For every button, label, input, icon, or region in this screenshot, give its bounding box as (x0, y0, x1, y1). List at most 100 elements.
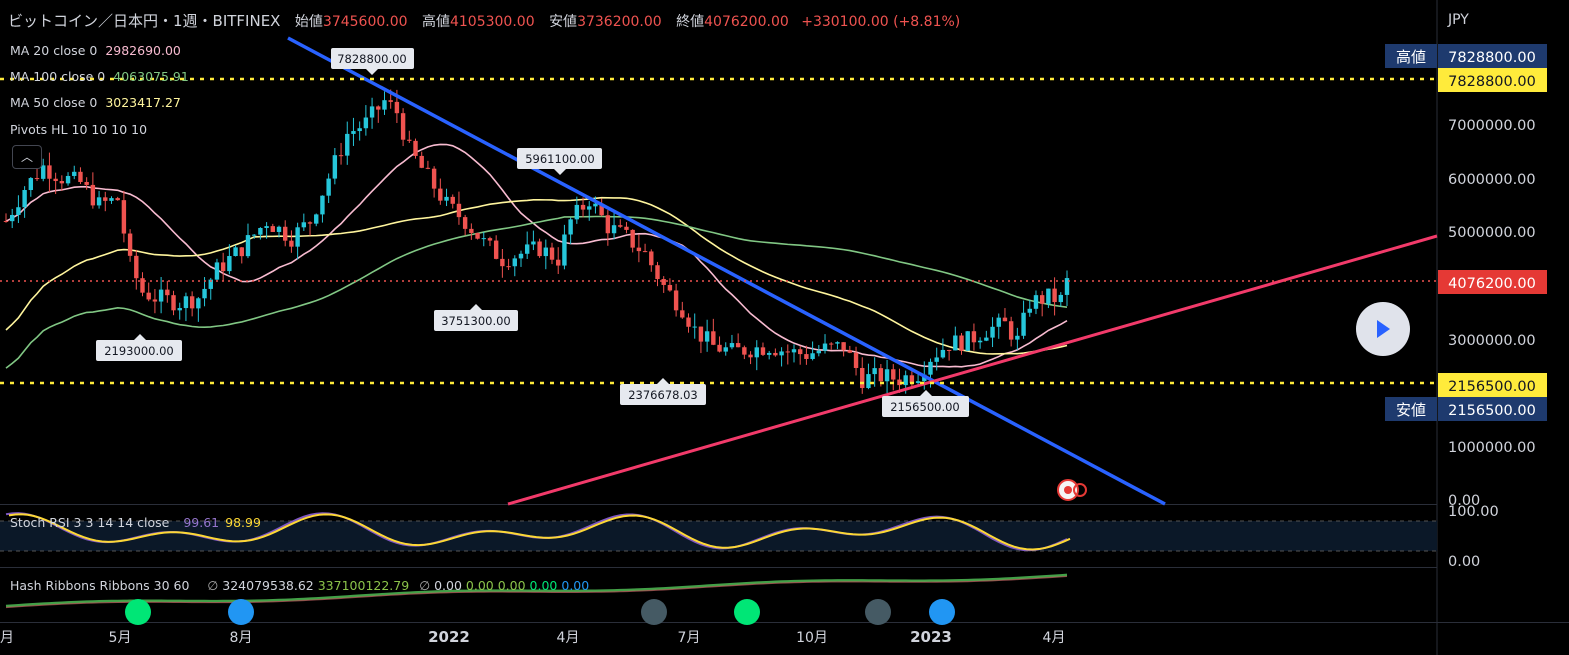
stoch-rsi-label: Stoch RSI 3 3 14 14 close (10, 515, 170, 530)
candle-body (276, 226, 282, 232)
candle-body (754, 347, 759, 358)
ma100-legend[interactable]: MA 100 close 0 4063075.91 (10, 69, 189, 84)
candle-body (487, 238, 493, 241)
ma100-line (5, 215, 1068, 369)
candle-body (270, 226, 276, 232)
candle-body (500, 258, 505, 267)
pivot-label-high-2: 5961100.00 (517, 148, 602, 175)
trendline-up[interactable] (507, 234, 1438, 506)
candle-body (450, 196, 455, 204)
ma50-legend[interactable]: MA 50 close 0 3023417.27 (10, 95, 181, 110)
candle-body (233, 247, 238, 257)
candle-body (431, 168, 437, 189)
candle-body (729, 343, 735, 348)
symbol-header: ビットコイン／日本円・1週・BITFINEX 始値3745600.00 高値41… (8, 10, 960, 31)
candle-body (295, 227, 300, 247)
candle-body (332, 155, 338, 179)
candle-body (512, 258, 517, 267)
open-label: 始値 (294, 14, 323, 30)
candle-body (785, 351, 790, 353)
candle-body (748, 354, 753, 358)
candle-body (549, 247, 555, 260)
target-icon[interactable] (1057, 479, 1087, 501)
candle-body (413, 140, 418, 156)
time-tick: 5月 (109, 630, 132, 646)
high-label: 高値 (421, 14, 450, 30)
hash-v6: 0.00 (529, 578, 558, 593)
candle-body (388, 100, 393, 102)
candle-body (103, 197, 108, 201)
candle-body (891, 369, 896, 380)
candle-body (605, 215, 611, 234)
candle-body (574, 204, 580, 220)
candle-body (711, 331, 716, 345)
svg-text:2156500.00: 2156500.00 (1448, 403, 1536, 419)
candle-body (196, 298, 201, 309)
trendline-down[interactable] (287, 36, 1166, 506)
hash-ribbons-legend[interactable]: Hash Ribbons Ribbons 30 60 ∅ 324079538.6… (10, 578, 589, 593)
candle-body (760, 347, 766, 355)
play-button[interactable] (1356, 302, 1410, 356)
stoch-rsi-band (0, 521, 1437, 551)
hash-signal-dot (865, 599, 891, 625)
candle-body (704, 331, 710, 342)
candle-body (407, 139, 412, 141)
candle-body (438, 188, 443, 201)
candle-body (481, 238, 486, 240)
candle-body (16, 207, 21, 215)
candle-body (419, 155, 424, 168)
candle-body (34, 178, 40, 180)
hash-signal-dot (228, 599, 254, 625)
candle-body (816, 350, 822, 354)
stoch-rsi-legend[interactable]: Stoch RSI 3 3 14 14 close 99.61 98.99 (10, 515, 261, 530)
hash-ribbon-slow (5, 575, 1068, 609)
candle-body (301, 222, 307, 228)
candle-body (1058, 294, 1063, 303)
ma20-legend[interactable]: MA 20 close 0 2982690.00 (10, 43, 181, 58)
candle-body (655, 265, 660, 280)
candle-body (469, 228, 474, 233)
hash-signal-dot (125, 599, 151, 625)
candle-body (227, 256, 232, 272)
candle-body (562, 234, 567, 266)
stoch-tick-0: 0.00 (1448, 554, 1480, 570)
pivots-legend[interactable]: Pivots HL 10 10 10 10 (10, 122, 147, 137)
close-value: 4076200.00 (704, 14, 789, 30)
hash-v5: 0.00 (497, 578, 526, 593)
low-value: 3736200.00 (577, 14, 662, 30)
hash-signal-dot (641, 599, 667, 625)
candle-body (1046, 288, 1051, 304)
low-tag: 安値 2156500.00 (1385, 397, 1547, 421)
candle-body (493, 240, 499, 259)
price-tick: 0.00 (1448, 493, 1480, 509)
candle-body (853, 352, 859, 368)
svg-text:2156500.00: 2156500.00 (1448, 379, 1536, 395)
candle-body (965, 331, 970, 351)
currency-label: JPY (1447, 12, 1469, 28)
svg-text:7828800.00: 7828800.00 (337, 52, 407, 66)
candle-body (934, 357, 939, 362)
svg-text:7828800.00: 7828800.00 (1448, 50, 1536, 66)
collapse-legend-button[interactable]: ︿ (12, 145, 42, 169)
candle-body (376, 106, 381, 110)
candle-body (717, 344, 722, 352)
candle-body (556, 259, 561, 266)
candle-body (1002, 317, 1008, 322)
candle-body (698, 326, 704, 342)
ma20-label: MA 20 close 0 (10, 43, 98, 58)
candle-body (214, 262, 220, 280)
candle-body (189, 296, 195, 309)
high-line-tag: 7828800.00 (1438, 68, 1547, 92)
candle-body (363, 117, 369, 129)
candle-body (1052, 288, 1057, 303)
candle-body (971, 331, 977, 343)
candle-body (394, 101, 400, 114)
candle-body (804, 354, 809, 359)
candle-body (245, 235, 251, 257)
low-label: 安値 (549, 14, 578, 30)
candle-body (642, 251, 648, 253)
pivot-label-low-3: 2376678.03 (620, 378, 706, 405)
candle-body (220, 262, 226, 272)
candle-body (959, 335, 964, 351)
